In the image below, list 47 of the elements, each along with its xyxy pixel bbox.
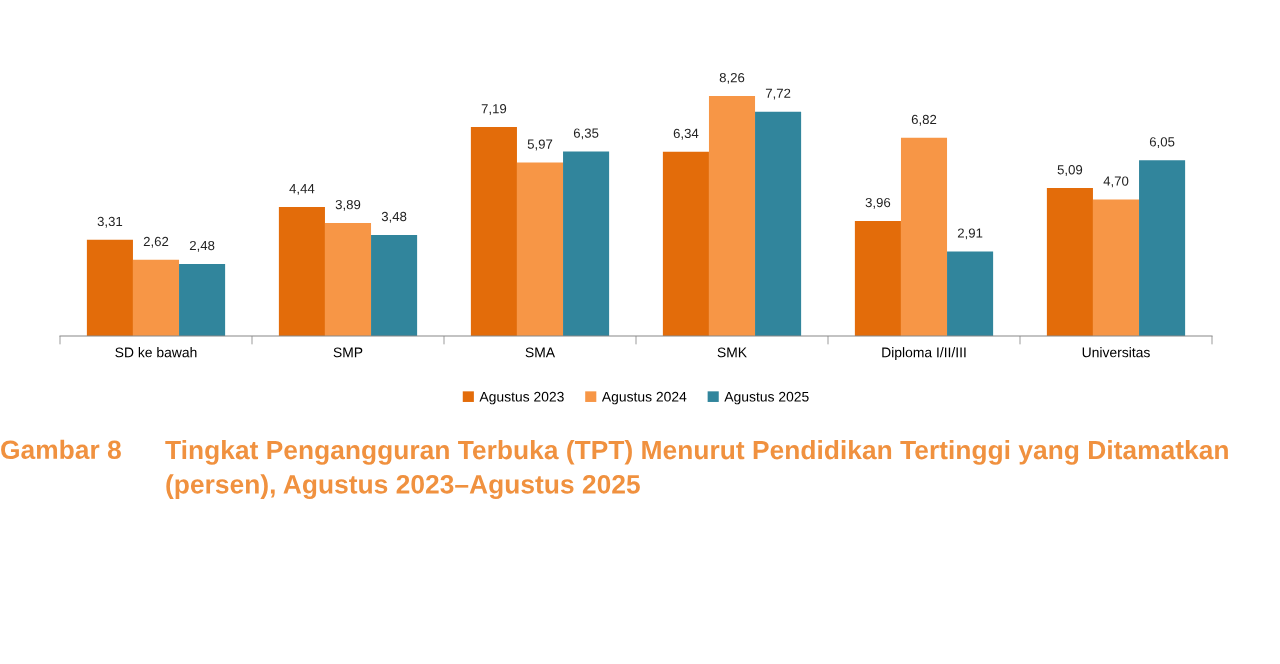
- data-label: 2,48: [189, 240, 215, 252]
- data-label: 2,62: [143, 236, 169, 248]
- bar: [371, 234, 418, 336]
- bar: [132, 259, 180, 336]
- data-label: 3,96: [865, 197, 891, 209]
- bar: [86, 239, 133, 336]
- bar: [708, 96, 756, 336]
- text: Tingkat Pengangguran Terbuka (TPT) Menurut Pendidikan Tertinggi yang Ditamatkan (persen), Agustus 2023–Agustus 2025: [165, 440, 1228, 499]
- data-label: 7,19: [481, 104, 507, 115]
- x-tick-label: SMP: [333, 347, 363, 358]
- bar: [563, 151, 610, 336]
- bar: [324, 222, 372, 336]
- data-label: 3,31: [97, 216, 123, 228]
- bar: [1046, 188, 1093, 336]
- bar: [854, 220, 901, 336]
- x-tick-label: Universitas: [1082, 347, 1150, 358]
- x-tick-label: Diploma I/II/III: [882, 347, 966, 361]
- data-label: 3,89: [335, 199, 361, 211]
- bar: [1092, 199, 1140, 336]
- bar: [755, 111, 802, 336]
- legend-label: Agustus 2025: [724, 391, 809, 405]
- text: Gambar 8: [1, 439, 121, 460]
- data-label: 5,09: [1057, 165, 1083, 176]
- x-tick-label: SMK: [717, 347, 747, 358]
- data-label: 7,72: [765, 88, 791, 100]
- x-tick-label: SMA: [525, 347, 556, 358]
- data-label: 5,97: [527, 139, 553, 151]
- x-tick-label: SD ke bawah: [115, 347, 197, 358]
- data-label: 6,05: [1149, 137, 1175, 149]
- data-label: 4,44: [289, 184, 315, 195]
- bar: [179, 263, 226, 336]
- bar: [900, 137, 948, 336]
- bar: [662, 151, 709, 336]
- bar: [516, 162, 564, 336]
- bar: [278, 206, 325, 336]
- data-label: 6,82: [911, 114, 937, 126]
- bar: [947, 251, 994, 336]
- bar: [470, 127, 517, 336]
- legend-label: Agustus 2023: [479, 391, 564, 405]
- data-label: 3,48: [381, 211, 407, 223]
- data-label: 2,91: [957, 228, 983, 240]
- data-label: 6,35: [573, 128, 599, 140]
- data-label: 6,34: [673, 128, 699, 140]
- legend-label: Agustus 2024: [601, 391, 687, 405]
- data-label: 4,70: [1103, 176, 1129, 188]
- data-label: 8,26: [719, 72, 745, 84]
- bar: [1139, 160, 1186, 336]
